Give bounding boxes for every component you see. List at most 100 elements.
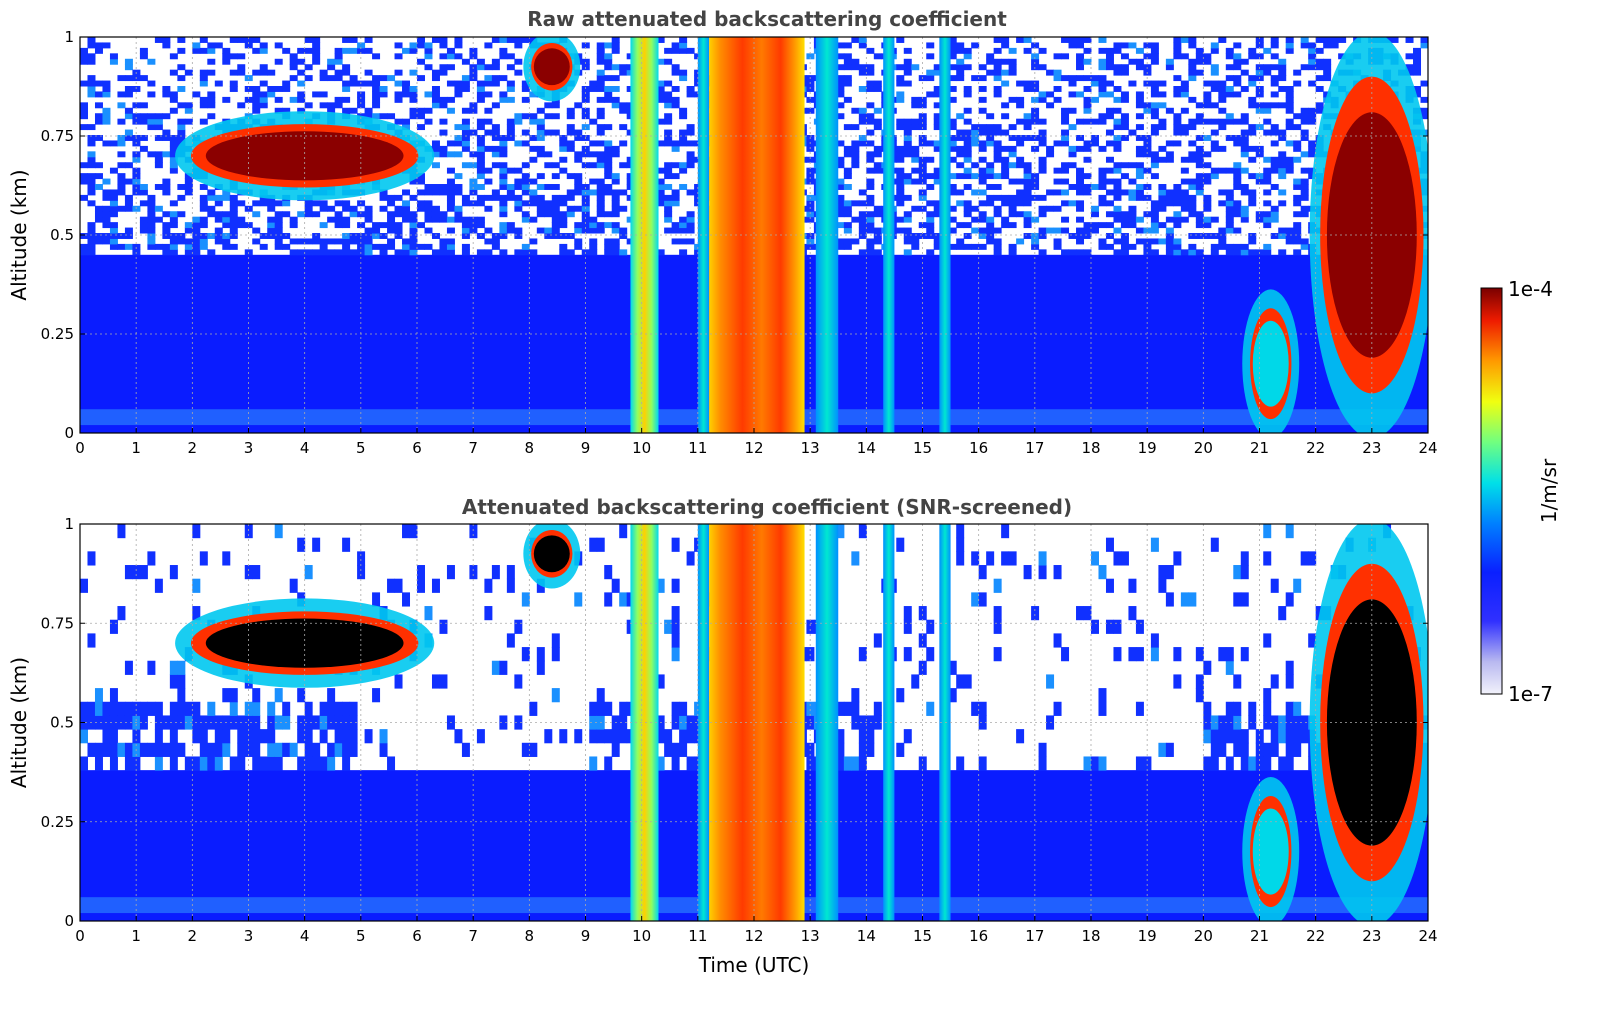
noise-cell <box>469 524 478 539</box>
noise-cell <box>873 107 882 114</box>
noise-cell <box>619 189 628 196</box>
noise-cell <box>229 53 238 60</box>
noise-cell <box>499 145 508 152</box>
noise-cell <box>978 145 987 152</box>
noise-cell <box>1210 756 1219 771</box>
noise-cell <box>1120 162 1129 169</box>
noise-cell <box>1240 216 1249 223</box>
noise-cell <box>1008 211 1017 218</box>
noise-cell <box>589 118 598 125</box>
noise-cell <box>948 75 957 82</box>
noise-cell <box>169 140 178 147</box>
noise-cell <box>1120 42 1129 49</box>
noise-cell <box>1195 222 1204 229</box>
noise-cell <box>476 118 485 125</box>
noise-cell <box>1285 592 1294 607</box>
noise-cell <box>656 37 665 43</box>
noise-cell <box>177 86 186 92</box>
noise-cell <box>1210 243 1219 250</box>
x-tick-label: 17 <box>1025 439 1044 457</box>
noise-cell <box>124 565 133 580</box>
noise-cell <box>536 647 545 662</box>
noise-cell <box>1293 194 1302 201</box>
noise-cell <box>80 178 88 185</box>
noise-cell <box>896 200 905 207</box>
noise-cell <box>1053 53 1062 60</box>
noise-cell <box>214 200 223 207</box>
noise-cell <box>1053 243 1062 250</box>
noise-cell <box>1255 42 1264 49</box>
noise-cell <box>1323 69 1332 76</box>
noise-cell <box>1308 42 1317 49</box>
noise-cell <box>514 205 523 212</box>
noise-cell <box>1001 129 1010 136</box>
noise-cell <box>184 184 193 190</box>
noise-cell <box>1263 178 1272 185</box>
noise-cell <box>544 233 553 239</box>
x-tick-label: 23 <box>1362 439 1381 457</box>
noise-cell <box>604 96 613 103</box>
noise-cell <box>1278 102 1287 109</box>
noise-cell <box>926 173 935 180</box>
noise-cell <box>611 249 620 256</box>
noise-cell <box>372 688 381 703</box>
noise-cell <box>903 216 912 223</box>
noise-cell <box>679 742 688 757</box>
noise-cell <box>858 647 867 662</box>
noise-cell <box>1038 551 1047 566</box>
noise-cell <box>1023 233 1032 239</box>
noise-cell <box>1001 162 1010 169</box>
noise-cell <box>536 173 545 180</box>
noise-cell <box>686 222 695 229</box>
noise-cell <box>1195 233 1204 239</box>
noise-cell <box>1270 211 1279 218</box>
noise-cell <box>312 91 321 98</box>
noise-cell <box>963 211 972 218</box>
noise-cell <box>596 75 605 82</box>
noise-cell <box>679 729 688 744</box>
noise-cell <box>1105 222 1114 229</box>
noise-cell <box>342 47 351 54</box>
noise-cell <box>297 211 306 218</box>
noise-cell <box>1203 178 1212 185</box>
noise-cell <box>259 756 268 771</box>
noise-cell <box>664 135 673 141</box>
noise-cell <box>1293 742 1302 757</box>
noise-cell <box>1188 184 1197 190</box>
noise-cell <box>926 233 935 239</box>
noise-cell <box>244 565 253 580</box>
noise-cell <box>529 178 538 185</box>
noise-cell <box>417 243 425 250</box>
noise-cell <box>1180 167 1189 174</box>
noise-cell <box>1150 86 1159 92</box>
noise-cell <box>109 243 118 250</box>
noise-cell <box>559 216 568 223</box>
noise-cell <box>971 129 980 136</box>
noise-cell <box>1061 178 1070 185</box>
noise-cell <box>139 47 148 54</box>
noise-cell <box>1248 102 1257 109</box>
noise-cell <box>469 151 478 158</box>
noise-cell <box>476 86 485 92</box>
noise-cell <box>476 233 485 239</box>
noise-cell <box>364 227 373 234</box>
noise-cell <box>903 80 912 87</box>
noise-cell <box>836 742 845 757</box>
x-tick-label: 8 <box>525 927 535 945</box>
noise-cell <box>551 233 560 239</box>
noise-cell <box>162 222 171 229</box>
noise-cell <box>222 58 231 65</box>
noise-cell <box>1285 227 1294 234</box>
noise-cell <box>896 64 905 71</box>
noise-cell <box>589 222 598 229</box>
noise-cell <box>1091 227 1099 234</box>
noise-cell <box>222 688 231 703</box>
noise-cell <box>896 80 905 87</box>
noise-cell <box>139 113 148 120</box>
noise-cell <box>836 53 845 60</box>
noise-cell <box>297 756 306 771</box>
noise-cell <box>596 58 605 65</box>
noise-cell <box>596 107 605 114</box>
noise-cell <box>604 91 613 98</box>
noise-cell <box>132 113 141 120</box>
